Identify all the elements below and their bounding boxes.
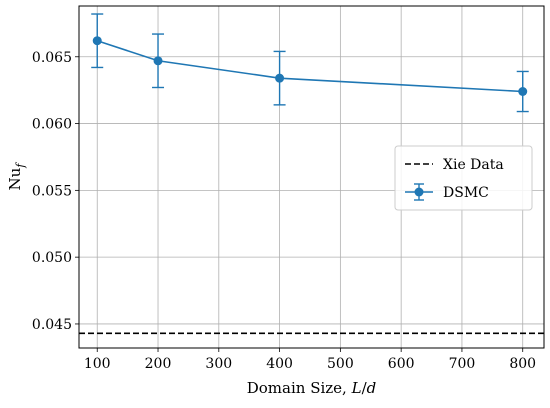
tick-layer: 100 200 300 400 500 600 700 800 0.045 0.050 0.055 0… [32,50,536,372]
dsmc-series-line [96,39,523,93]
data-layer [79,13,544,335]
x-tick-label: 400 [266,356,293,372]
y-tick-label: 0.060 [32,117,72,133]
y-tick-label: 0.055 [32,183,72,199]
x-axis-label-var-d: d [367,379,377,397]
x-tick-label: 100 [84,356,111,372]
dsmc-point [275,73,285,83]
x-tick-label: 700 [449,356,476,372]
x-tick-label: 600 [388,356,415,372]
y-tick-label: 0.065 [32,50,72,66]
y-tick-label: 0.045 [32,317,72,333]
x-tick-label: 800 [509,356,536,372]
x-axis-label: Domain Size, L/d [247,379,376,397]
x-axis-label-text: Domain Size, [247,379,352,397]
x-tick-label: 300 [205,356,232,372]
dsmc-point [518,87,528,96]
legend-dsmc-marker [414,187,424,197]
legend: Xie Data DSMC [394,145,533,211]
x-axis-label-var-l: L [351,379,362,397]
x-tick-label: 500 [327,356,354,372]
x-axis-label-slash: / [362,379,368,397]
y-tick-label: 0.050 [32,250,72,266]
x-tick-label: 200 [145,356,172,372]
y-axis-label: Nuf [6,162,27,191]
plot-frame [78,5,545,349]
legend-box [394,145,533,211]
dsmc-point [92,36,102,46]
legend-xie-data-label: Xie Data [443,157,504,173]
dsmc-point [153,56,163,66]
y-axis-label-text: Nu [6,167,24,190]
legend-dsmc-label: DSMC [443,185,489,201]
y-axis-label-subscript: f [14,162,27,169]
